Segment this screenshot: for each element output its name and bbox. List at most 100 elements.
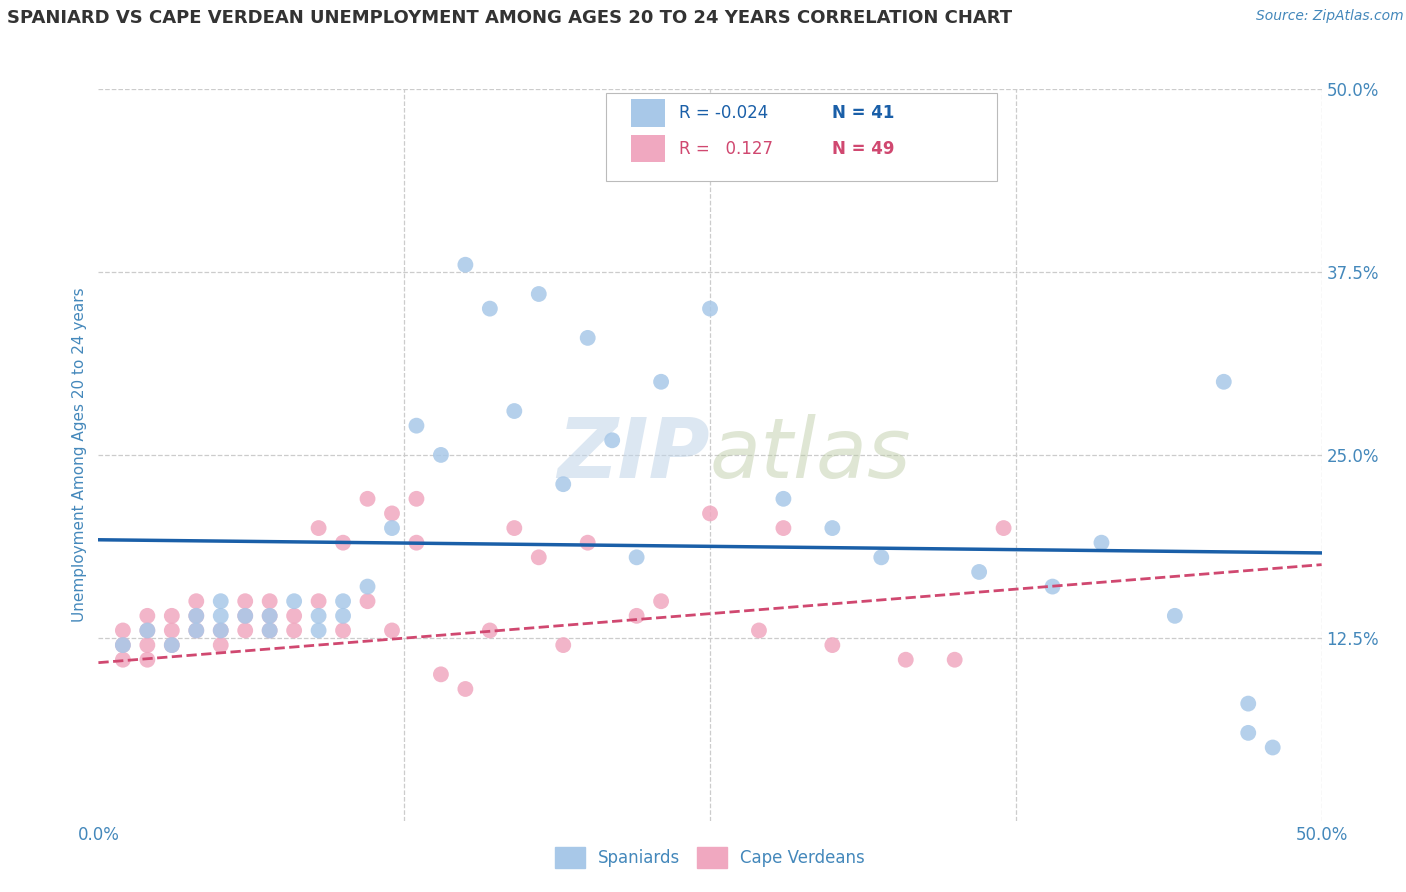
Point — [405, 491, 427, 506]
Bar — [630, 135, 665, 162]
Legend: Spaniards, Cape Verdeans: Spaniards, Cape Verdeans — [548, 841, 872, 874]
Point — [1237, 697, 1260, 711]
Point — [136, 624, 159, 638]
Point — [626, 608, 648, 623]
Point — [405, 418, 427, 433]
Point — [478, 624, 501, 638]
Point — [283, 608, 305, 623]
Point — [186, 594, 208, 608]
Point — [381, 521, 404, 535]
Point — [111, 638, 134, 652]
Point — [233, 594, 256, 608]
Text: R = -0.024: R = -0.024 — [679, 104, 769, 122]
Point — [136, 653, 159, 667]
Point — [772, 521, 794, 535]
Point — [186, 624, 208, 638]
Point — [160, 638, 183, 652]
Point — [699, 301, 721, 316]
Point — [1261, 740, 1284, 755]
Point — [699, 507, 721, 521]
Bar — [630, 99, 665, 127]
Point — [870, 550, 893, 565]
Point — [381, 624, 404, 638]
Point — [186, 624, 208, 638]
Point — [1042, 580, 1064, 594]
Point — [283, 594, 305, 608]
Point — [160, 608, 183, 623]
FancyBboxPatch shape — [606, 93, 997, 180]
Point — [503, 521, 526, 535]
Point — [136, 638, 159, 652]
Point — [259, 608, 281, 623]
Text: ZIP: ZIP — [557, 415, 710, 495]
Point — [1237, 726, 1260, 740]
Y-axis label: Unemployment Among Ages 20 to 24 years: Unemployment Among Ages 20 to 24 years — [72, 287, 87, 623]
Text: R =   0.127: R = 0.127 — [679, 139, 773, 158]
Point — [943, 653, 966, 667]
Point — [381, 507, 404, 521]
Point — [430, 667, 453, 681]
Point — [626, 550, 648, 565]
Point — [332, 594, 354, 608]
Text: N = 49: N = 49 — [832, 139, 894, 158]
Point — [576, 331, 599, 345]
Point — [356, 594, 378, 608]
Point — [430, 448, 453, 462]
Point — [821, 638, 844, 652]
Point — [259, 624, 281, 638]
Point — [772, 491, 794, 506]
Point — [111, 624, 134, 638]
Text: atlas: atlas — [710, 415, 911, 495]
Point — [209, 594, 232, 608]
Point — [1164, 608, 1187, 623]
Point — [111, 653, 134, 667]
Point — [259, 594, 281, 608]
Point — [209, 638, 232, 652]
Point — [967, 565, 990, 579]
Point — [503, 404, 526, 418]
Point — [136, 624, 159, 638]
Point — [454, 258, 477, 272]
Point — [209, 624, 232, 638]
Point — [233, 608, 256, 623]
Point — [1090, 535, 1112, 549]
Text: N = 41: N = 41 — [832, 104, 894, 122]
Point — [209, 608, 232, 623]
Point — [993, 521, 1015, 535]
Point — [356, 491, 378, 506]
Point — [111, 638, 134, 652]
Point — [160, 638, 183, 652]
Point — [233, 608, 256, 623]
Point — [454, 681, 477, 696]
Point — [308, 521, 330, 535]
Point — [186, 608, 208, 623]
Point — [136, 608, 159, 623]
Text: Source: ZipAtlas.com: Source: ZipAtlas.com — [1256, 9, 1403, 23]
Point — [894, 653, 917, 667]
Point — [233, 624, 256, 638]
Point — [308, 624, 330, 638]
Point — [209, 624, 232, 638]
Point — [405, 535, 427, 549]
Point — [332, 535, 354, 549]
Point — [160, 624, 183, 638]
Point — [356, 580, 378, 594]
Point — [650, 594, 672, 608]
Point — [600, 434, 623, 448]
Point — [332, 624, 354, 638]
Point — [186, 608, 208, 623]
Point — [553, 638, 575, 652]
Point — [259, 624, 281, 638]
Point — [527, 550, 550, 565]
Point — [308, 594, 330, 608]
Point — [259, 608, 281, 623]
Point — [308, 608, 330, 623]
Point — [283, 624, 305, 638]
Point — [821, 521, 844, 535]
Point — [650, 375, 672, 389]
Point — [553, 477, 575, 491]
Point — [576, 535, 599, 549]
Point — [332, 608, 354, 623]
Point — [478, 301, 501, 316]
Point — [1212, 375, 1234, 389]
